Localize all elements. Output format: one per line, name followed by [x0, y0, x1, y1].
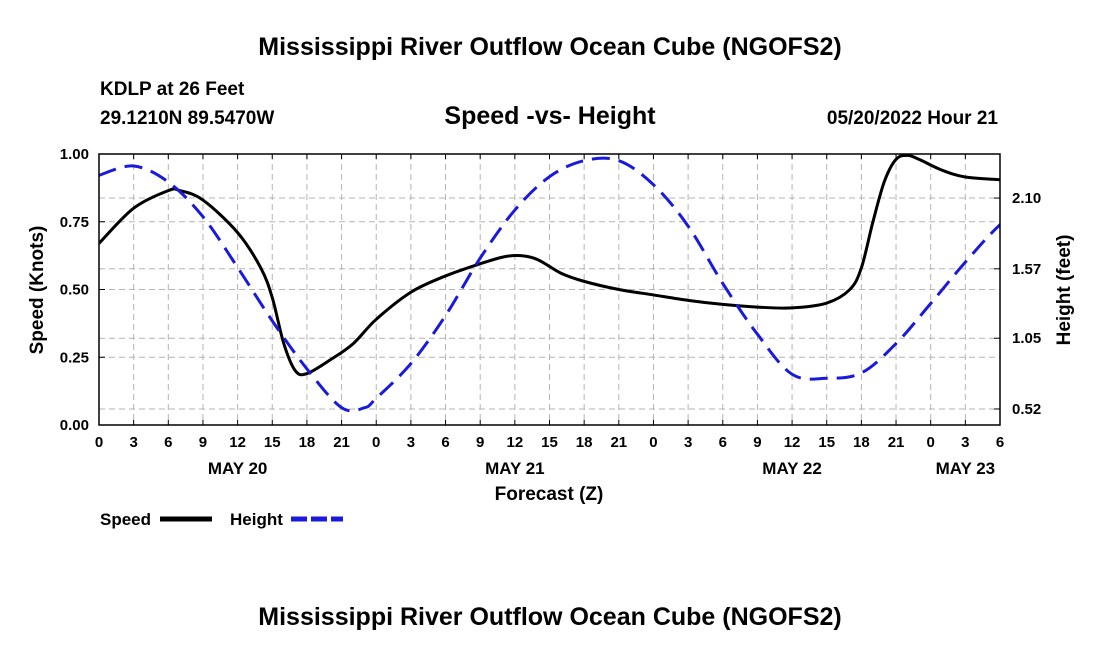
station-label: KDLP at 26 Feet [100, 79, 245, 100]
axis-ticks: 0 3 6 9 12 15 18 21 0 3 6 9 12 15 18 21 0 3 6 9 12 15 18 21 0 3 6M… [60, 146, 1041, 478]
x-tick-label: 21 [333, 434, 350, 451]
x-axis-label: Forecast (Z) [495, 484, 604, 505]
x-tick-label: 21 [888, 434, 905, 451]
y2-tick-label: 2.10 [1012, 190, 1041, 207]
x-tick-label: 12 [507, 434, 524, 451]
x-tick-label: 0 [649, 434, 657, 451]
x-tick-label: 9 [476, 434, 484, 451]
forecast-datetime: 05/20/2022 Hour 21 [827, 108, 999, 129]
x-tick-label: 18 [576, 434, 593, 451]
x-tick-label: 12 [229, 434, 246, 451]
series-line-speed [99, 153, 1000, 377]
x-tick-label: 3 [684, 434, 692, 451]
footer-title: Mississippi River Outflow Ocean Cube (NG… [258, 603, 841, 631]
x-tick-label: 9 [753, 434, 761, 451]
x-date-label: MAY 23 [936, 459, 996, 478]
x-tick-label: 0 [95, 434, 103, 451]
x-tick-label: 9 [199, 434, 207, 451]
x-tick-label: 15 [818, 434, 835, 451]
series-lines [99, 153, 1000, 413]
x-tick-label: 6 [719, 434, 727, 451]
station-coords: 29.1210N 89.5470W [100, 108, 274, 129]
x-tick-label: 3 [407, 434, 415, 451]
y2-tick-label: 0.52 [1012, 401, 1041, 418]
y-tick-label: 0.50 [60, 282, 89, 299]
series-line-height [99, 156, 1000, 413]
x-tick-label: 18 [299, 434, 316, 451]
x-tick-label: 6 [441, 434, 449, 451]
y-axis-label: Speed (Knots) [27, 226, 48, 355]
y2-tick-label: 1.57 [1012, 261, 1041, 278]
x-date-label: MAY 21 [485, 459, 545, 478]
y-tick-label: 0.75 [60, 214, 89, 231]
y-tick-label: 0.25 [60, 349, 89, 366]
plot-frame [98, 153, 1001, 426]
legend-speed-label: Speed [100, 510, 151, 529]
x-tick-label: 0 [927, 434, 935, 451]
grid-lines [99, 154, 1000, 425]
x-tick-label: 6 [996, 434, 1004, 451]
legend-height-label: Height [230, 510, 283, 529]
x-tick-label: 15 [541, 434, 558, 451]
y2-tick-label: 1.05 [1012, 330, 1041, 347]
x-tick-label: 0 [372, 434, 380, 451]
x-tick-label: 3 [129, 434, 137, 451]
x-tick-label: 3 [961, 434, 969, 451]
y-tick-label: 0.00 [60, 417, 89, 434]
chart-main-title: Mississippi River Outflow Ocean Cube (NG… [258, 33, 841, 61]
chart-subtitle: Speed -vs- Height [444, 102, 656, 130]
x-tick-label: 15 [264, 434, 281, 451]
x-date-label: MAY 22 [762, 459, 822, 478]
x-tick-label: 21 [610, 434, 627, 451]
x-tick-label: 12 [784, 434, 801, 451]
x-tick-label: 18 [853, 434, 870, 451]
chart-legend: Speed Height [100, 510, 343, 529]
x-tick-label: 6 [164, 434, 172, 451]
y2-axis-label: Height (feet) [1054, 235, 1075, 346]
y-tick-label: 1.00 [60, 146, 89, 163]
x-date-label: MAY 20 [208, 459, 268, 478]
